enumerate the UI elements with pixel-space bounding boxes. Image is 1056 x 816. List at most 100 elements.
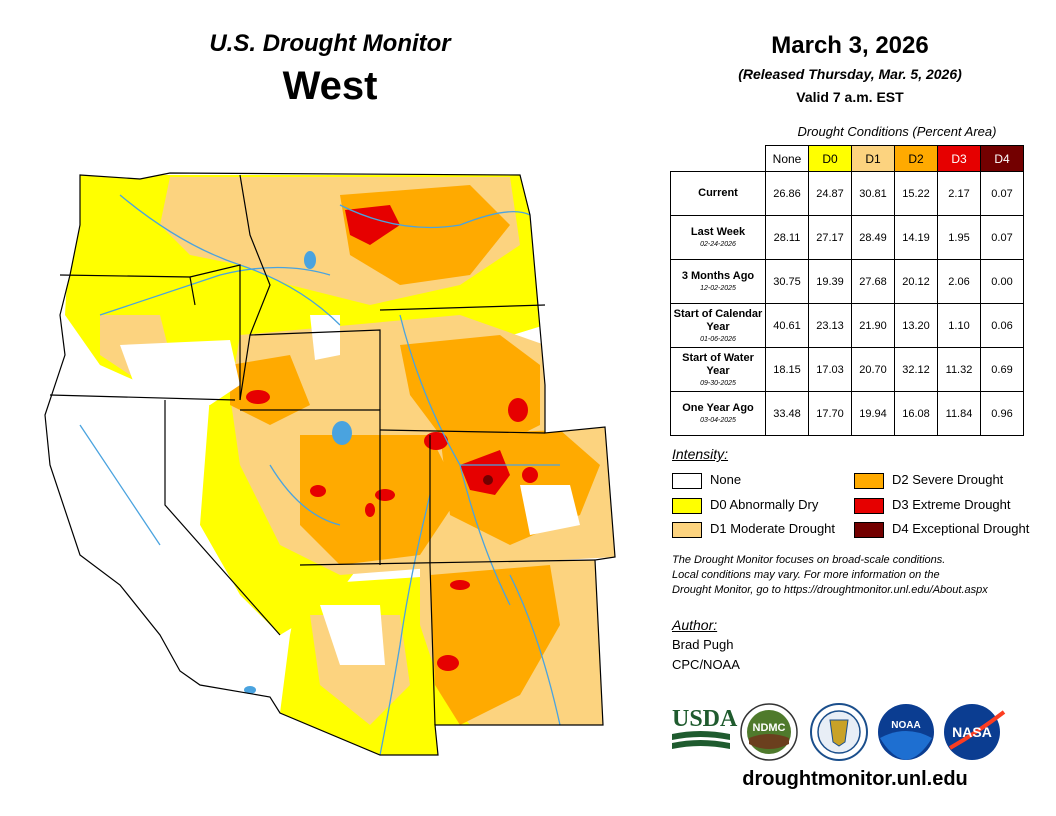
legend-swatch (854, 473, 884, 489)
author-org: CPC/NOAA (672, 657, 740, 672)
cell-none: 26.86 (765, 171, 809, 216)
website-url[interactable]: droughtmonitor.unl.edu (742, 768, 968, 790)
col-header-d2: D2 (894, 145, 938, 172)
cell-d1: 20.70 (851, 347, 895, 392)
note-line: Drought Monitor, go to https://droughtmo… (672, 584, 988, 596)
cell-d1: 27.68 (851, 259, 895, 304)
cell-d0: 17.03 (808, 347, 852, 392)
cell-d4: 0.69 (980, 347, 1024, 392)
water-features (79, 194, 561, 756)
col-header-d4: D4 (980, 145, 1024, 172)
disclaimer-note: The Drought Monitor focuses on broad-sca… (672, 553, 1044, 598)
cell-d2: 20.12 (894, 259, 938, 304)
author-heading: Author: (672, 617, 718, 633)
row-label: Start of Calendar Year 01-06-2026 (670, 303, 766, 348)
svg-text:NASA: NASA (952, 724, 992, 740)
col-header-d0: D0 (808, 145, 852, 172)
legend-label: None (710, 472, 742, 487)
cell-none: 40.61 (765, 303, 809, 348)
release-date: (Released Thursday, Mar. 5, 2026) (738, 66, 962, 82)
legend-label: D1 Moderate Drought (710, 521, 836, 536)
cell-d3: 2.06 (937, 259, 981, 304)
seal-logo (810, 703, 868, 761)
row-date: 09-30-2025 (700, 379, 736, 387)
row-date: 02-24-2026 (700, 241, 736, 248)
legend-label: D3 Extreme Drought (892, 497, 1011, 512)
row-date: 12-02-2025 (700, 285, 736, 292)
cell-d1: 28.49 (851, 215, 895, 260)
cell-d0: 24.87 (808, 171, 852, 216)
cell-d4: 0.00 (980, 259, 1024, 304)
row-date: 01-06-2026 (700, 335, 736, 343)
col-header-d1: D1 (851, 145, 895, 172)
row-label: Start of Water Year 09-30-2025 (670, 347, 766, 392)
cell-d0: 17.70 (808, 391, 852, 436)
row-label: Last Week 02-24-2026 (670, 215, 766, 260)
region-title: West (282, 64, 378, 108)
svg-text:USDA: USDA (672, 706, 738, 732)
legend-swatch (672, 522, 702, 538)
state-boundaries (44, 172, 616, 756)
cell-d4: 0.96 (980, 391, 1024, 436)
cell-d1: 30.81 (851, 171, 895, 216)
svg-text:NOAA: NOAA (891, 720, 920, 731)
cell-d2: 32.12 (894, 347, 938, 392)
cell-d2: 13.20 (894, 303, 938, 348)
cell-d3: 2.17 (937, 171, 981, 216)
cell-d2: 15.22 (894, 171, 938, 216)
drought-map (44, 172, 616, 756)
col-header-none: None (765, 145, 809, 172)
note-line: Local conditions may vary. For more info… (672, 569, 940, 581)
table-row: Last Week 02-24-2026 28.11 27.17 28.49 14… (670, 215, 1024, 260)
legend-label: D2 Severe Drought (892, 472, 1004, 487)
cell-d2: 14.19 (894, 215, 938, 260)
legend-label: D0 Abnormally Dry (710, 497, 819, 512)
map-date: March 3, 2026 (771, 32, 929, 59)
cell-d4: 0.06 (980, 303, 1024, 348)
row-label: One Year Ago 03-04-2025 (670, 391, 766, 436)
author-name: Brad Pugh (672, 637, 734, 652)
cell-none: 33.48 (765, 391, 809, 436)
legend-label: D4 Exceptional Drought (892, 521, 1030, 536)
cell-d4: 0.07 (980, 171, 1024, 216)
table-title: Drought Conditions (Percent Area) (797, 124, 997, 139)
drought-conditions-table: None D0 D1 D2 D3 D4 Current 26.86 24.87 … (670, 145, 1024, 436)
valid-time: Valid 7 a.m. EST (796, 89, 904, 105)
cell-d4: 0.07 (980, 215, 1024, 260)
legend-swatch (672, 498, 702, 514)
cell-d1: 19.94 (851, 391, 895, 436)
product-title: U.S. Drought Monitor (209, 30, 451, 57)
ndmc-logo: NDMC (740, 703, 798, 761)
agency-logos: USDA NDMC NOAA NASA (672, 703, 1006, 761)
table-corner (671, 146, 766, 172)
cell-d0: 23.13 (808, 303, 852, 348)
note-line: The Drought Monitor focuses on broad-sca… (672, 554, 946, 566)
legend-swatch (672, 473, 702, 489)
lakes (244, 251, 352, 694)
cell-d1: 21.90 (851, 303, 895, 348)
table-row: Current 26.86 24.87 30.81 15.22 2.17 0.0… (670, 171, 1024, 216)
cell-d3: 11.84 (937, 391, 981, 436)
cell-d0: 19.39 (808, 259, 852, 304)
table-row: One Year Ago 03-04-2025 33.48 17.70 19.94… (670, 391, 1024, 436)
cell-none: 18.15 (765, 347, 809, 392)
nasa-logo: NASA (944, 704, 1006, 760)
cell-d0: 27.17 (808, 215, 852, 260)
drought-layer (45, 173, 615, 755)
cell-d3: 1.10 (937, 303, 981, 348)
row-label: Current (670, 171, 766, 216)
cell-d2: 16.08 (894, 391, 938, 436)
cell-d3: 1.95 (937, 215, 981, 260)
table-header-row: None D0 D1 D2 D3 D4 (671, 145, 1024, 172)
legend-swatch (854, 498, 884, 514)
table-row: 3 Months Ago 12-02-2025 30.75 19.39 27.68… (670, 259, 1024, 304)
row-date: 03-04-2025 (700, 417, 736, 424)
usda-logo: USDA (672, 706, 738, 749)
row-label: 3 Months Ago 12-02-2025 (670, 259, 766, 304)
cell-none: 28.11 (765, 215, 809, 260)
legend-title: Intensity: (672, 446, 729, 462)
noaa-logo: NOAA (878, 704, 934, 760)
table-row: Start of Calendar Year 01-06-2026 40.61 2… (670, 303, 1024, 348)
cell-none: 30.75 (765, 259, 809, 304)
cell-d3: 11.32 (937, 347, 981, 392)
